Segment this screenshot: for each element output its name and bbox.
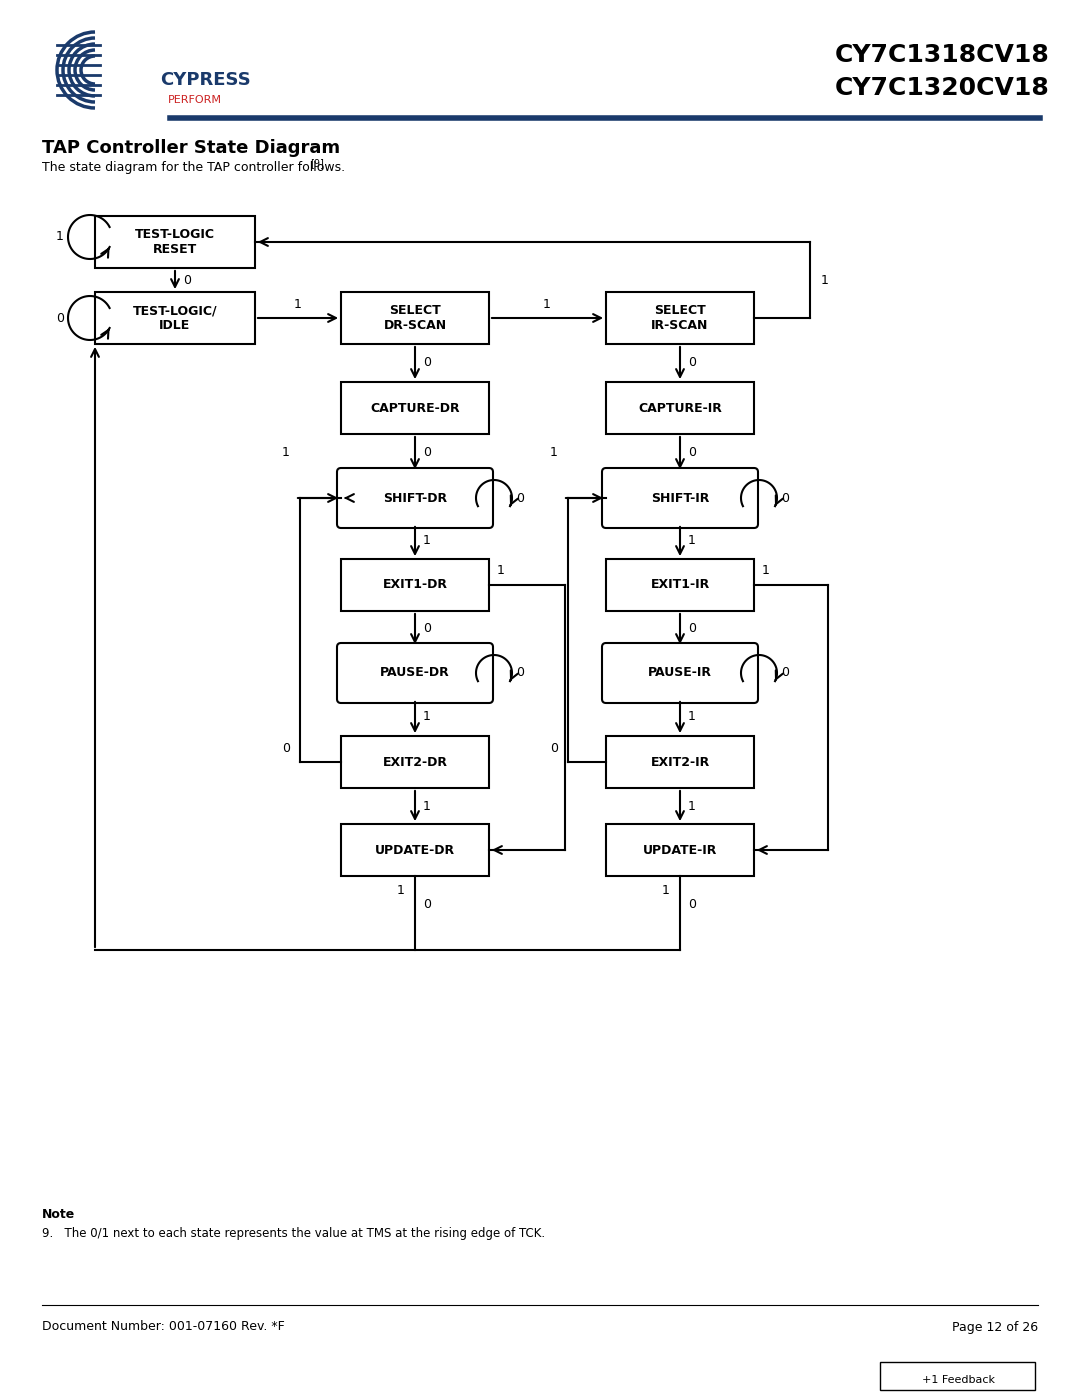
Text: 0: 0	[423, 356, 431, 369]
Text: 1: 1	[282, 447, 289, 460]
Text: 0: 0	[781, 492, 789, 504]
FancyBboxPatch shape	[606, 381, 754, 434]
Text: CAPTURE-DR: CAPTURE-DR	[370, 401, 460, 415]
Text: Note: Note	[42, 1208, 76, 1221]
Text: +1 Feedback: +1 Feedback	[921, 1375, 995, 1384]
Text: PERFORM: PERFORM	[168, 95, 222, 105]
Text: 1: 1	[423, 799, 431, 813]
FancyBboxPatch shape	[606, 824, 754, 876]
Text: TEST-LOGIC/
IDLE: TEST-LOGIC/ IDLE	[133, 305, 217, 332]
FancyBboxPatch shape	[341, 736, 489, 788]
Text: 1: 1	[688, 711, 696, 724]
FancyBboxPatch shape	[602, 468, 758, 528]
Text: 0: 0	[688, 623, 696, 636]
Text: 1: 1	[550, 447, 558, 460]
FancyBboxPatch shape	[337, 468, 492, 528]
Text: 0: 0	[516, 492, 524, 504]
Text: PAUSE-DR: PAUSE-DR	[380, 666, 450, 679]
FancyBboxPatch shape	[606, 559, 754, 610]
Text: 0: 0	[56, 312, 64, 324]
Text: 1: 1	[662, 884, 670, 897]
FancyBboxPatch shape	[95, 217, 255, 268]
Text: 0: 0	[688, 897, 696, 911]
Text: 1: 1	[762, 564, 770, 577]
Text: 1: 1	[688, 535, 696, 548]
Text: 0: 0	[516, 666, 524, 679]
Text: SHIFT-DR: SHIFT-DR	[383, 492, 447, 504]
Text: 0: 0	[423, 447, 431, 460]
Text: Document Number: 001-07160 Rev. *F: Document Number: 001-07160 Rev. *F	[42, 1320, 285, 1334]
Text: EXIT2-IR: EXIT2-IR	[650, 756, 710, 768]
Text: EXIT1-IR: EXIT1-IR	[650, 578, 710, 591]
Text: UPDATE-DR: UPDATE-DR	[375, 844, 455, 856]
Text: CY7C1320CV18: CY7C1320CV18	[835, 75, 1050, 101]
FancyBboxPatch shape	[341, 292, 489, 344]
Text: 0: 0	[423, 897, 431, 911]
Text: 0: 0	[550, 742, 558, 754]
Text: 1: 1	[543, 298, 551, 310]
Text: 1: 1	[688, 799, 696, 813]
FancyBboxPatch shape	[606, 736, 754, 788]
Text: 0: 0	[781, 666, 789, 679]
Text: TEST-LOGIC
RESET: TEST-LOGIC RESET	[135, 228, 215, 256]
Text: 0: 0	[688, 447, 696, 460]
Text: SHIFT-IR: SHIFT-IR	[651, 492, 710, 504]
Text: 1: 1	[423, 535, 431, 548]
Text: 1: 1	[397, 884, 405, 897]
Text: 0: 0	[423, 623, 431, 636]
Text: 1: 1	[821, 274, 829, 286]
Text: 0: 0	[688, 356, 696, 369]
Text: Page 12 of 26: Page 12 of 26	[951, 1320, 1038, 1334]
Text: UPDATE-IR: UPDATE-IR	[643, 844, 717, 856]
Text: PAUSE-IR: PAUSE-IR	[648, 666, 712, 679]
Text: [9]: [9]	[310, 158, 324, 168]
Text: EXIT2-DR: EXIT2-DR	[382, 756, 447, 768]
Text: 1: 1	[423, 711, 431, 724]
Text: 0: 0	[183, 274, 191, 286]
Text: CYPRESS: CYPRESS	[160, 71, 251, 89]
FancyBboxPatch shape	[95, 292, 255, 344]
Text: The state diagram for the TAP controller follows.: The state diagram for the TAP controller…	[42, 162, 346, 175]
Bar	[880, 1362, 1035, 1390]
Text: SELECT
IR-SCAN: SELECT IR-SCAN	[651, 305, 708, 332]
Text: 1: 1	[294, 298, 302, 310]
Polygon shape	[110, 1327, 145, 1347]
Text: TAP Controller State Diagram: TAP Controller State Diagram	[42, 138, 340, 156]
FancyBboxPatch shape	[341, 824, 489, 876]
Text: 1: 1	[56, 231, 64, 243]
FancyBboxPatch shape	[341, 381, 489, 434]
Text: 9.   The 0/1 next to each state represents the value at TMS at the rising edge o: 9. The 0/1 next to each state represents…	[42, 1227, 545, 1239]
Text: SELECT
DR-SCAN: SELECT DR-SCAN	[383, 305, 446, 332]
FancyBboxPatch shape	[337, 643, 492, 703]
FancyBboxPatch shape	[606, 292, 754, 344]
FancyBboxPatch shape	[341, 559, 489, 610]
Text: EXIT1-DR: EXIT1-DR	[382, 578, 447, 591]
Text: CY7C1318CV18: CY7C1318CV18	[835, 43, 1050, 67]
Text: 0: 0	[282, 742, 291, 754]
Text: CAPTURE-IR: CAPTURE-IR	[638, 401, 721, 415]
FancyBboxPatch shape	[602, 643, 758, 703]
Text: 1: 1	[497, 564, 505, 577]
